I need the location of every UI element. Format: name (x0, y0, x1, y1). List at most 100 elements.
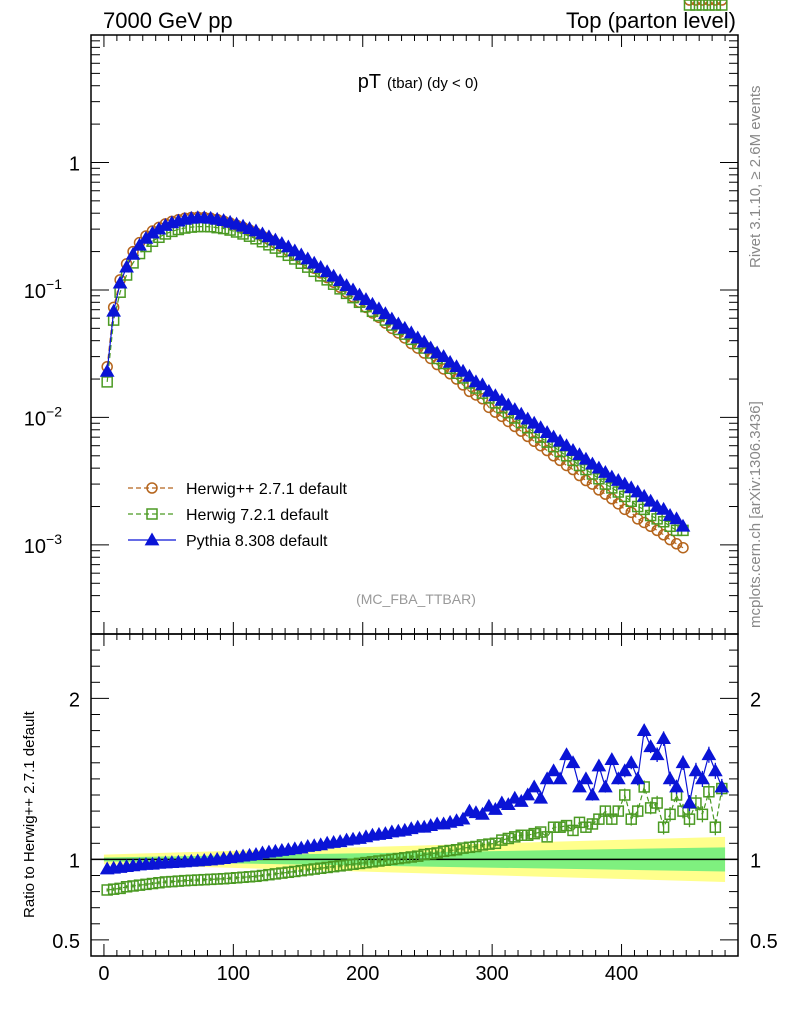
ratio-point-herwig-7-2-1-default (457, 842, 469, 854)
analysis-watermark: (MC_FBA_TTBAR) (356, 591, 476, 607)
ratio-plot-frame (90, 633, 739, 957)
main-point-pythia-8-308-default (643, 493, 659, 507)
main-point-pythia-8-308-default (578, 451, 594, 465)
main-point-pythia-8-308-default (319, 264, 335, 278)
ratio-point-herwig-7-2-1-default (114, 882, 126, 895)
ratio-point-herwig-7-2-1-default (450, 843, 463, 856)
ratio-point-herwig-7-2-1-default (619, 789, 631, 801)
ratio-point-herwig-7-2-1-default (353, 857, 366, 870)
ratio-point-herwig-7-2-1-default (321, 861, 333, 874)
header-right-label: Top (parton level) (566, 8, 736, 33)
main-point-herwig-2-7-1-default (631, 513, 644, 525)
ratio-point-pythia-8-308-default (623, 755, 639, 769)
ratio-point-herwig-7-2-1-default (431, 847, 443, 859)
main-point-pythia-8-308-default (293, 247, 309, 261)
ratio-point-herwig-7-2-1-default (392, 852, 405, 865)
ratio-point-pythia-8-308-default (559, 747, 574, 761)
ratio-point-herwig-7-2-1-default (418, 848, 430, 861)
ratio-point-herwig-7-2-1-default (509, 831, 521, 843)
ratio-point-pythia-8-308-default (585, 787, 600, 801)
ratio-point-herwig-7-2-1-default (366, 856, 379, 868)
ratio-point-pythia-8-308-default (604, 752, 620, 765)
ratio-point-pythia-8-308-default (565, 755, 581, 769)
ratio-point-herwig-7-2-1-default (140, 878, 152, 891)
ratio-y-tick-label-right: 1 (750, 850, 761, 872)
main-point-herwig-7-2-1-default (606, 482, 618, 494)
ratio-point-herwig-7-2-1-default (502, 832, 515, 845)
main-point-pythia-8-308-default (623, 480, 639, 494)
main-point-herwig-7-2-1-default (664, 520, 676, 533)
main-point-pythia-8-308-default (287, 243, 303, 257)
ratio-point-herwig-7-2-1-default (476, 839, 489, 851)
ratio-point-herwig-7-2-1-default (677, 805, 689, 817)
ratio-point-herwig-7-2-1-default (373, 855, 385, 867)
main-point-pythia-8-308-default (358, 292, 374, 305)
plot-title: pT (tbar) (dy < 0) (358, 71, 479, 93)
main-point-herwig-2-7-1-default (677, 541, 689, 554)
ratio-point-pythia-8-308-default (475, 806, 490, 820)
ratio-point-herwig-7-2-1-default (599, 805, 612, 817)
ratio-point-herwig-7-2-1-default (606, 813, 618, 825)
ratio-point-herwig-7-2-1-default (483, 838, 495, 850)
main-point-pythia-8-308-default (99, 363, 115, 377)
ratio-point-herwig-7-2-1-default (120, 881, 133, 893)
main-point-pythia-8-308-default (656, 501, 671, 515)
ratio-point-pythia-8-308-default (630, 771, 646, 785)
main-point-pythia-8-308-default (630, 484, 646, 498)
ratio-point-pythia-8-308-default (455, 811, 471, 825)
main-point-pythia-8-308-default (436, 349, 451, 362)
ratio-line-herwig-7-2-1-default (107, 784, 723, 891)
ratio-point-herwig-7-2-1-default (153, 876, 165, 889)
legend-marker-pythia-8-308-default (144, 532, 160, 546)
main-point-pythia-8-308-default (494, 392, 510, 406)
main-point-herwig-2-7-1-default (612, 498, 625, 510)
main-point-herwig-2-7-1-default (683, 0, 696, 6)
ratio-plot-panel: 0 100 200 300 400 0.5 0.5 1 1 2 2 (52, 633, 778, 985)
ratio-point-herwig-7-2-1-default (379, 854, 392, 866)
main-point-herwig-2-7-1-default (567, 463, 579, 476)
main-point-pythia-8-308-default (416, 334, 432, 348)
main-point-herwig-7-2-1-default (599, 478, 612, 490)
ratio-point-pythia-8-308-default (572, 779, 587, 793)
main-point-herwig-2-7-1-default (696, 0, 709, 6)
main-point-pythia-8-308-default (669, 511, 684, 525)
ratio-point-herwig-7-2-1-default (256, 869, 269, 882)
main-point-pythia-8-308-default (345, 282, 361, 296)
main-point-pythia-8-308-default (481, 383, 497, 397)
ratio-point-herwig-7-2-1-default (593, 813, 605, 825)
ratio-point-pythia-8-308-default (520, 787, 536, 801)
ratio-point-herwig-7-2-1-default (709, 821, 722, 833)
main-point-herwig-2-7-1-default (625, 506, 637, 519)
ratio-point-herwig-7-2-1-default (703, 786, 715, 798)
x-tick-label: 100 (217, 963, 250, 985)
ratio-point-herwig-7-2-1-default (515, 829, 528, 841)
ratio-point-herwig-7-2-1-default (360, 856, 372, 869)
main-point-pythia-8-308-default (449, 359, 464, 373)
ratio-point-herwig-7-2-1-default (496, 834, 508, 846)
ratio-point-pythia-8-308-default (552, 771, 568, 785)
ratio-point-herwig-7-2-1-default (282, 866, 295, 879)
main-point-pythia-8-308-default (572, 447, 587, 461)
main-point-pythia-8-308-default (488, 388, 503, 402)
ratio-point-herwig-7-2-1-default (444, 844, 456, 857)
legend-label-herwig-2-7-1-default: Herwig++ 2.7.1 default (186, 481, 348, 498)
main-point-pythia-8-308-default (462, 368, 477, 382)
ratio-y-tick-label-right: 2 (750, 689, 761, 711)
ratio-point-pythia-8-308-default (714, 779, 730, 793)
x-tick-label: 300 (475, 963, 508, 985)
ratio-point-herwig-7-2-1-default (386, 853, 398, 866)
ratio-point-pythia-8-308-default (662, 771, 678, 785)
ratio-point-herwig-7-2-1-default (224, 872, 236, 884)
ratio-point-pythia-8-308-default (578, 771, 594, 785)
main-point-pythia-8-308-default (119, 259, 134, 273)
ratio-point-herwig-7-2-1-default (664, 808, 676, 821)
ratio-point-herwig-7-2-1-default (211, 873, 223, 885)
main-point-herwig-2-7-1-default (638, 516, 650, 529)
main-point-pythia-8-308-default (378, 306, 393, 320)
ratio-point-herwig-7-2-1-default (327, 860, 340, 873)
ratio-point-pythia-8-308-default (488, 801, 503, 815)
main-point-herwig-2-7-1-default (703, 0, 715, 6)
ratio-point-herwig-7-2-1-default (411, 850, 424, 862)
